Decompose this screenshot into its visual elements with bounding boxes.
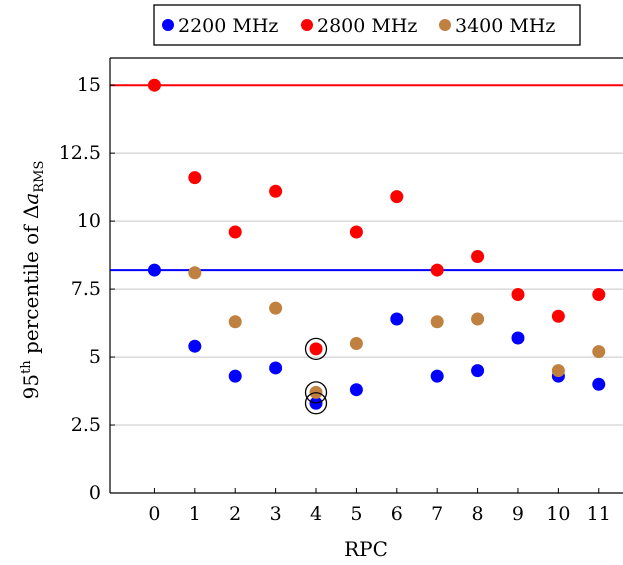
x-tick-label-8: 8 bbox=[472, 503, 484, 525]
y-label-sup: th bbox=[19, 360, 34, 374]
data-points bbox=[147, 78, 606, 410]
point-series0-2 bbox=[228, 369, 242, 383]
x-tick-label-9: 9 bbox=[512, 503, 524, 525]
point-series0-1 bbox=[188, 339, 202, 353]
x-tick-label-11: 11 bbox=[587, 503, 611, 525]
point-series0-5 bbox=[349, 383, 363, 397]
point-series1-9 bbox=[511, 288, 525, 302]
point-series0-11 bbox=[592, 377, 606, 391]
x-tick-label-6: 6 bbox=[391, 503, 403, 525]
point-series1-1 bbox=[188, 171, 202, 185]
x-tick-label-1: 1 bbox=[189, 503, 201, 525]
point-series2-2 bbox=[269, 301, 283, 315]
highlight-ring-2 bbox=[304, 392, 328, 415]
y-label-prefix: 95 bbox=[19, 374, 43, 399]
point-series1-7 bbox=[430, 263, 444, 277]
point-series1-10 bbox=[551, 309, 565, 323]
y-tick-label-3: 7.5 bbox=[71, 278, 101, 300]
y-axis-label: 95th percentile of ΔaRMS bbox=[19, 161, 47, 400]
x-tick-label-3: 3 bbox=[270, 503, 282, 525]
highlight-ring-0 bbox=[304, 337, 328, 361]
reference-lines bbox=[110, 84, 623, 272]
y-label-sub: RMS bbox=[32, 161, 47, 193]
legend-marker-2200 bbox=[162, 19, 174, 31]
gridlines bbox=[110, 84, 623, 426]
point-series0-3 bbox=[269, 361, 283, 375]
point-series1-8 bbox=[471, 249, 485, 263]
highlight-ring-1 bbox=[304, 381, 328, 404]
legend-label-2800: 2800 MHz bbox=[317, 15, 417, 37]
point-series0-6 bbox=[390, 312, 404, 326]
point-series0-8 bbox=[471, 364, 485, 378]
point-series0-7 bbox=[430, 369, 444, 383]
point-series1-2 bbox=[228, 225, 242, 239]
y-tick-label-6: 15 bbox=[77, 74, 101, 96]
point-series1-11 bbox=[592, 288, 606, 302]
y-tick-label-4: 10 bbox=[77, 210, 101, 232]
y-label-middle: percentile of Δ bbox=[19, 205, 43, 361]
axes: 0 2.5 5 7.5 10 12.5 15 0 1 2 3 4 5 6 7 8 9 10 11 bbox=[59, 57, 623, 525]
legend-label-3400: 3400 MHz bbox=[455, 15, 555, 37]
x-tick-label-0: 0 bbox=[148, 503, 160, 525]
point-series1-4 bbox=[309, 342, 323, 356]
y-tick-label-0: 0 bbox=[89, 482, 101, 504]
point-series2-1 bbox=[228, 315, 242, 329]
legend-label-2200: 2200 MHz bbox=[178, 15, 278, 37]
point-series1-5 bbox=[349, 225, 363, 239]
point-series2-7 bbox=[551, 364, 565, 378]
x-axis-label: RPC bbox=[344, 537, 388, 561]
x-tick-label-5: 5 bbox=[350, 503, 362, 525]
y-tick-label-2: 5 bbox=[89, 346, 101, 368]
legend-marker-3400 bbox=[439, 19, 451, 31]
x-tick-label-4: 4 bbox=[310, 503, 322, 525]
point-series1-0 bbox=[147, 78, 161, 92]
highlight-rings bbox=[304, 337, 328, 415]
x-tick-label-7: 7 bbox=[431, 503, 443, 525]
legend: 2200 MHz 2800 MHz 3400 MHz bbox=[153, 4, 581, 46]
point-series2-5 bbox=[430, 315, 444, 329]
point-series1-3 bbox=[269, 184, 283, 198]
x-tick-label-10: 10 bbox=[546, 503, 570, 525]
x-tick-label-2: 2 bbox=[229, 503, 241, 525]
point-series2-8 bbox=[592, 345, 606, 359]
legend-marker-2800 bbox=[301, 19, 313, 31]
point-series0-0 bbox=[147, 263, 161, 277]
point-series2-0 bbox=[188, 266, 202, 280]
y-tick-label-1: 2.5 bbox=[71, 414, 101, 436]
y-label-var: a bbox=[19, 193, 43, 205]
point-series2-4 bbox=[349, 336, 363, 350]
point-series1-6 bbox=[390, 190, 404, 204]
point-series0-9 bbox=[511, 331, 525, 345]
point-series2-6 bbox=[471, 312, 485, 326]
legend-box bbox=[153, 4, 581, 46]
y-tick-label-5: 12.5 bbox=[59, 142, 101, 164]
